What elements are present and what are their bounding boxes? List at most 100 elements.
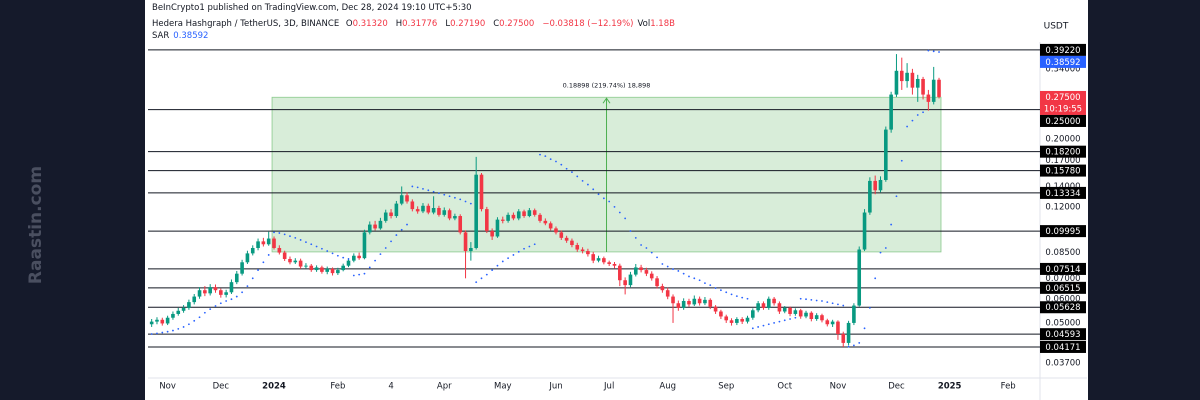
- sar-dot: [560, 163, 563, 166]
- candle-body: [532, 210, 537, 215]
- candle-body: [899, 70, 904, 82]
- candle-body: [884, 129, 888, 180]
- sar-dot: [219, 302, 222, 305]
- y-tick-label: 0.17000: [1045, 156, 1080, 166]
- candle-body: [735, 319, 739, 323]
- candle-body: [415, 209, 420, 212]
- field-key: O: [345, 19, 353, 29]
- x-tick-label: Feb: [330, 382, 345, 392]
- candle-body: [660, 286, 665, 291]
- candle-body: [724, 316, 729, 321]
- candle-body: [868, 180, 872, 213]
- candle-body: [719, 311, 723, 317]
- sar-dot: [214, 305, 217, 307]
- sar-dot: [842, 304, 845, 307]
- candle-body: [165, 317, 170, 324]
- sar-dot: [794, 316, 797, 319]
- sar-dot: [491, 269, 494, 271]
- sar-dot: [283, 233, 286, 236]
- candle-body: [208, 287, 212, 294]
- sar-dot: [650, 251, 653, 254]
- sar-dot: [757, 326, 760, 328]
- sar-dot: [188, 323, 190, 326]
- candle-body: [309, 265, 314, 271]
- level-label-box: [1040, 328, 1086, 341]
- level-label-box: [1040, 262, 1086, 275]
- sar-dot: [438, 192, 440, 195]
- sar-dot: [363, 272, 366, 275]
- candle-body: [474, 174, 478, 248]
- sar-label-box: [1040, 55, 1086, 68]
- sar-dot: [246, 285, 249, 288]
- x-tick-label: Nov: [159, 382, 176, 392]
- candle-body: [580, 249, 585, 252]
- candle-body: [352, 255, 356, 261]
- candle-body: [288, 258, 292, 263]
- indicator-line: SAR 0.38592: [152, 31, 212, 41]
- candle-body: [282, 252, 287, 259]
- sar-dot: [751, 327, 754, 330]
- candle-body: [729, 320, 734, 323]
- sar-dot: [879, 251, 882, 254]
- sar-dot: [682, 272, 685, 275]
- field-value: 0.31776: [402, 19, 438, 29]
- sar-dot: [922, 111, 924, 114]
- sar-dot: [565, 167, 568, 170]
- sar-dot: [331, 252, 334, 255]
- sar-dot: [390, 240, 392, 243]
- sar-dot: [528, 245, 531, 248]
- candle-body: [469, 247, 473, 252]
- candle-body: [931, 79, 936, 102]
- x-tick-label: Nov: [830, 382, 847, 392]
- candle-body: [905, 72, 909, 82]
- sar-dot: [608, 200, 611, 203]
- sar-dot: [773, 322, 775, 324]
- x-tick-label: Oct: [777, 382, 792, 392]
- candle-body: [846, 322, 851, 343]
- sar-dot: [789, 318, 791, 320]
- candle-body: [852, 305, 856, 323]
- candle-body: [463, 232, 468, 252]
- sar-dot: [235, 295, 238, 298]
- sar-dot: [289, 235, 291, 238]
- sar-dot: [571, 171, 573, 174]
- sar-dot: [501, 260, 504, 263]
- candle-body: [160, 319, 165, 324]
- sar-dot: [209, 308, 212, 310]
- candle-body: [681, 300, 686, 308]
- change: −0.03818 (−12.19%): [542, 19, 634, 29]
- candle-body: [570, 240, 574, 246]
- candle-body: [873, 180, 877, 191]
- candle-body: [277, 247, 282, 253]
- candle-body: [777, 303, 782, 312]
- level-label: 0.18200: [1045, 148, 1080, 158]
- candle-body: [618, 265, 622, 281]
- candle-body: [649, 273, 654, 279]
- sar-dot: [938, 51, 940, 53]
- candle-body: [261, 241, 266, 245]
- sar-dot: [709, 284, 712, 287]
- sar-dot: [544, 155, 547, 158]
- candle-body: [437, 207, 441, 215]
- x-tick-label: 2024: [262, 382, 286, 392]
- sar-dot: [230, 298, 233, 301]
- sar-dot: [523, 247, 525, 250]
- sar-dot: [395, 234, 398, 236]
- field-key: L: [445, 19, 451, 29]
- y-tick-label: 0.08500: [1045, 248, 1080, 258]
- candle-body: [522, 211, 526, 217]
- candle-body: [612, 263, 617, 266]
- sar-dot: [156, 332, 158, 335]
- ohlc-field: O0.31320: [346, 19, 392, 29]
- candle-body: [500, 219, 505, 221]
- indicator-value: 0.38592: [173, 31, 209, 41]
- sar-dot: [539, 153, 541, 156]
- level-label-box: [1040, 186, 1086, 199]
- sar-dot: [352, 274, 355, 277]
- candle-body: [362, 232, 367, 259]
- symbol: Hedera Hashgraph / TetherUS, 3D, BINANCE: [152, 19, 340, 29]
- sar-dot: [672, 268, 674, 271]
- candle-body: [596, 258, 601, 261]
- candle-body: [250, 247, 255, 254]
- candle-body: [447, 210, 452, 219]
